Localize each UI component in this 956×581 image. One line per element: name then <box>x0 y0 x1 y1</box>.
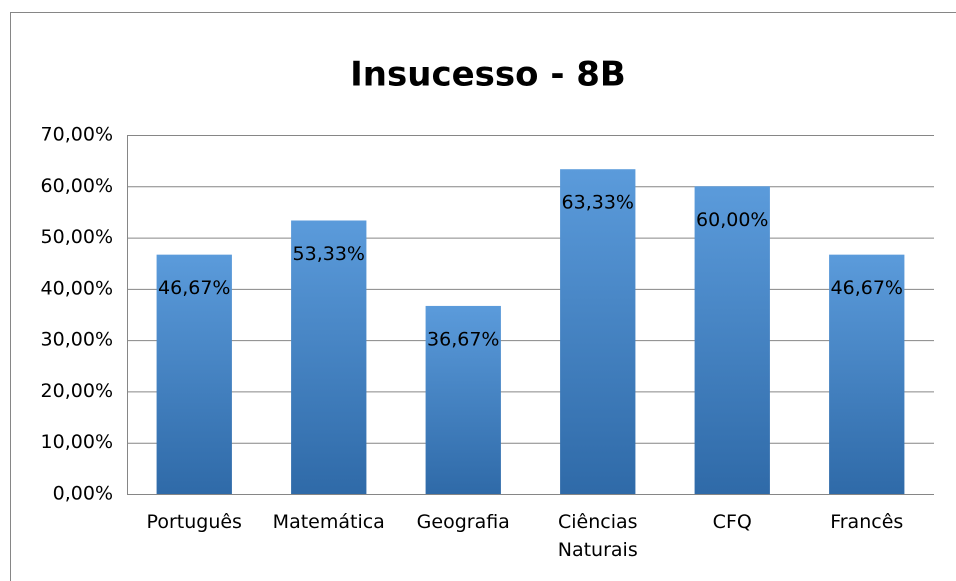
x-tick-label: CFQ <box>712 511 752 533</box>
y-tick-label: 50,00% <box>41 226 113 248</box>
y-tick-label: 20,00% <box>41 380 113 402</box>
x-tick-label: Português <box>146 511 242 533</box>
data-label: 46,67% <box>158 277 230 299</box>
bar <box>156 254 232 494</box>
y-tick-label: 60,00% <box>41 175 113 197</box>
chart-title: Insucesso - 8B <box>350 55 626 95</box>
y-tick-label: 10,00% <box>41 431 113 453</box>
data-label: 46,67% <box>831 277 903 299</box>
y-tick-label: 0,00% <box>53 483 113 505</box>
x-tick-label: Geografia <box>416 511 510 533</box>
x-tick-label: Ciências Naturais <box>557 511 638 561</box>
bar <box>560 169 636 494</box>
x-tick-label: Francês <box>830 511 904 533</box>
x-tick-label: Matemática <box>272 511 385 533</box>
bar <box>694 186 770 495</box>
y-tick-label: 40,00% <box>41 277 113 299</box>
data-label: 63,33% <box>562 192 634 214</box>
y-tick-label: 70,00% <box>41 124 113 146</box>
data-label: 60,00% <box>696 209 768 231</box>
data-label: 53,33% <box>293 243 365 265</box>
y-tick-label: 30,00% <box>41 329 113 351</box>
chart-border <box>10 12 956 581</box>
bar <box>425 305 501 494</box>
bar <box>829 254 905 494</box>
bar <box>291 220 367 494</box>
data-label: 36,67% <box>427 328 499 350</box>
